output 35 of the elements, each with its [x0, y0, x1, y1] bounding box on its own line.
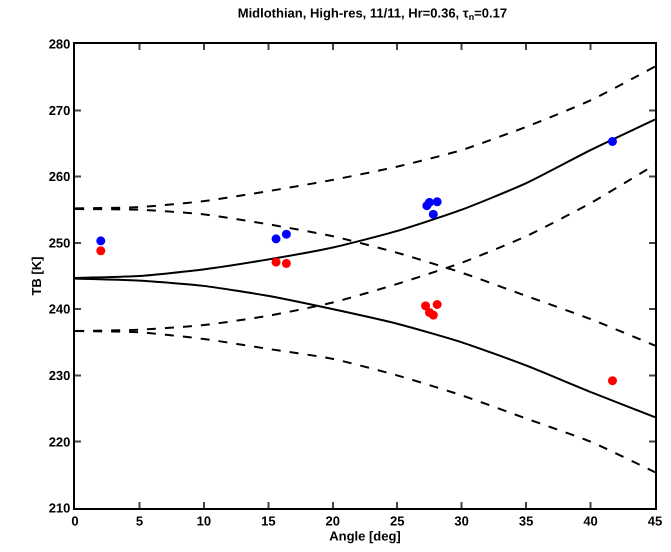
y-tick-label: 230 [48, 368, 70, 383]
y-tick-label: 280 [48, 36, 70, 52]
x-tick-label: 40 [583, 514, 598, 529]
point [608, 136, 617, 146]
y-tick-label: 240 [48, 302, 70, 317]
point [424, 198, 434, 207]
point [282, 258, 291, 268]
point [421, 301, 430, 310]
x-tick-label: 25 [390, 514, 404, 529]
y-tick-label: 250 [48, 235, 70, 250]
x-tick-label: 35 [518, 514, 534, 529]
chart-title: Midlothian, High-res, 11/11, Hr=0.36, τ$_{n}$=0.17 [238, 5, 508, 22]
point [428, 310, 438, 320]
point [608, 376, 617, 386]
y-tick-label: 260 [48, 169, 70, 184]
point [428, 210, 438, 219]
y-tick-label: 220 [48, 434, 70, 450]
point [96, 246, 106, 256]
x-tick-label: 45 [648, 514, 662, 529]
y-axis-title: TB [K] [29, 256, 44, 296]
point [272, 234, 281, 244]
point [432, 300, 442, 309]
point [282, 230, 291, 239]
x-tick-label: 15 [261, 514, 276, 529]
x-tick-label: 10 [196, 514, 212, 529]
y-tick-label: 210 [48, 500, 70, 516]
x-tick-label: 30 [454, 514, 469, 529]
x-tick-label: 5 [136, 514, 144, 529]
point [272, 258, 281, 267]
point [432, 197, 442, 206]
x-tick-label: 0 [71, 514, 79, 529]
x-tick-label: 20 [326, 514, 340, 529]
point [96, 236, 106, 246]
x-axis-title: Angle [deg] [329, 528, 401, 544]
y-tick-label: 270 [48, 102, 70, 118]
